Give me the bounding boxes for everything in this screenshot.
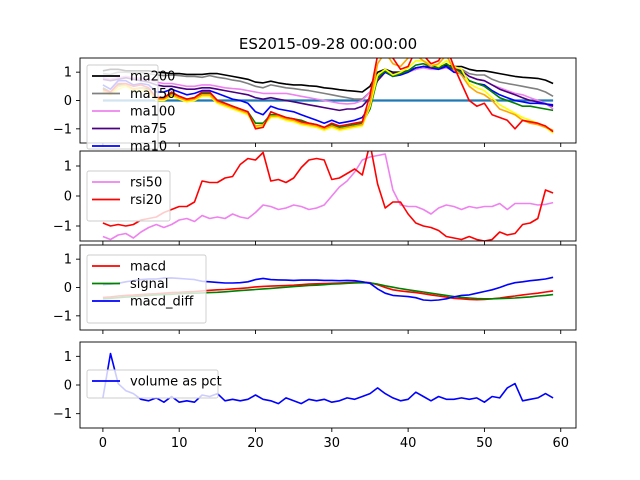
- y-tick-label: −1: [53, 407, 72, 422]
- legend-panel-1: ma200 ma150 ma100 ma75 ma10: [86, 64, 175, 155]
- panel-3: −1 0 1 macd signal macd_diff: [53, 244, 577, 334]
- series-line-ma150: [102, 65, 554, 100]
- panel-1: −1 0 1 ma200 ma150 ma100 ma75 ma10: [53, 57, 577, 155]
- legend-label: macd: [130, 260, 166, 275]
- legend-label: ma10: [130, 140, 167, 155]
- series-line-unlabeled-9: [102, 58, 554, 133]
- series-line-unlabeled-8: [102, 58, 554, 132]
- legend-label: ma75: [130, 122, 167, 137]
- legend-panel-2: rsi50 rsi20: [86, 170, 171, 222]
- series-line-unlabeled-7: [102, 59, 554, 134]
- y-tick-label: 0: [64, 281, 72, 296]
- chart-title: ES2015-09-28 00:00:00: [239, 35, 417, 53]
- legend-panel-3: macd signal macd_diff: [86, 254, 207, 324]
- y-tick-label: 1: [64, 66, 72, 81]
- legend-label: rsi50: [130, 176, 162, 191]
- y-tick-label: 1: [64, 160, 72, 175]
- series-line-rsi20: [102, 151, 554, 241]
- panel-2-plot-area: [102, 151, 554, 241]
- y-tick-label: 0: [64, 94, 72, 109]
- series-line-rsi50: [102, 153, 554, 241]
- series-line-ma75: [102, 65, 554, 112]
- x-tick-label: 20: [247, 436, 264, 451]
- panel-2: −1 0 1 rsi50 rsi20: [53, 150, 577, 245]
- y-tick-label: 0: [64, 379, 72, 394]
- legend-label: ma100: [130, 105, 175, 120]
- legend-box: [86, 254, 207, 324]
- legend-label: ma200: [130, 70, 175, 85]
- y-tick-label: 1: [64, 253, 72, 268]
- x-tick-label: 60: [552, 436, 569, 451]
- x-tick-label: 10: [171, 436, 188, 451]
- legend-label: rsi20: [130, 193, 162, 208]
- x-tick-label: 0: [99, 436, 107, 451]
- series-line-volume-as-pct: [102, 352, 554, 405]
- legend-label: ma150: [130, 87, 175, 102]
- legend-label: signal: [130, 277, 168, 292]
- series-line-ma200: [102, 64, 554, 93]
- panel-4-plot-area: [102, 352, 554, 405]
- legend-box: [86, 170, 171, 222]
- y-tick-label: 0: [64, 190, 72, 205]
- x-tick-label: 50: [476, 436, 493, 451]
- legend-label: volume as pct: [130, 375, 222, 390]
- x-tick-label: 40: [400, 436, 417, 451]
- legend-panel-4: volume as pct: [86, 369, 222, 399]
- y-tick-label: 1: [64, 350, 72, 365]
- legend-box: [86, 369, 219, 399]
- legend-label: macd_diff: [130, 295, 194, 310]
- y-tick-label: −1: [53, 309, 72, 324]
- x-tick-label: 30: [324, 436, 341, 451]
- panel-1-plot-area: [102, 58, 554, 134]
- y-tick-label: −1: [53, 220, 72, 235]
- y-tick-label: −1: [53, 122, 72, 137]
